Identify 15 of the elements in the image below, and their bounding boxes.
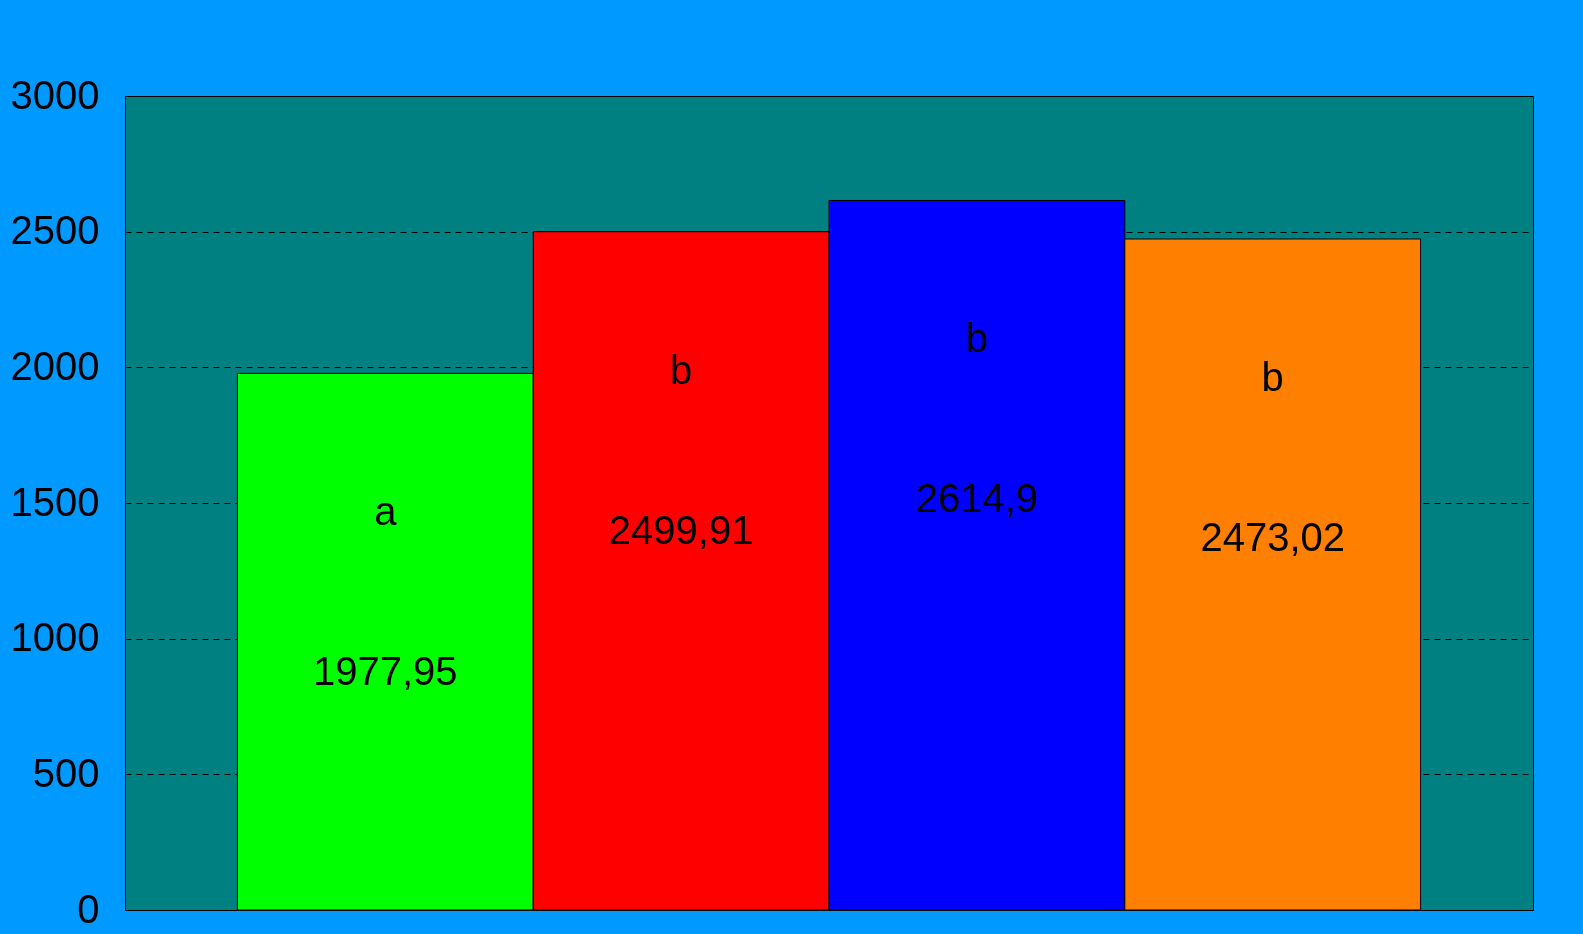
annotation: a [374,489,398,534]
annotation: b [669,347,693,392]
annotation: b [1261,354,1284,399]
y-tick-label: 0 [77,886,100,931]
data-label: 2473,02 [1200,514,1345,559]
y-tick-label: 3000 [10,72,100,117]
data-label: 2614,9 [915,476,1039,521]
data-label: 2499,91 [608,507,754,552]
y-tick-label: 1500 [10,479,100,524]
y-tick-label: 500 [32,750,100,795]
data-label: 1977,95 [313,649,458,694]
y-tick-label: 1000 [10,615,100,660]
y-tick-label: 2000 [10,343,100,388]
annotation: b [965,316,989,361]
y-tick-label: 2500 [10,208,100,253]
